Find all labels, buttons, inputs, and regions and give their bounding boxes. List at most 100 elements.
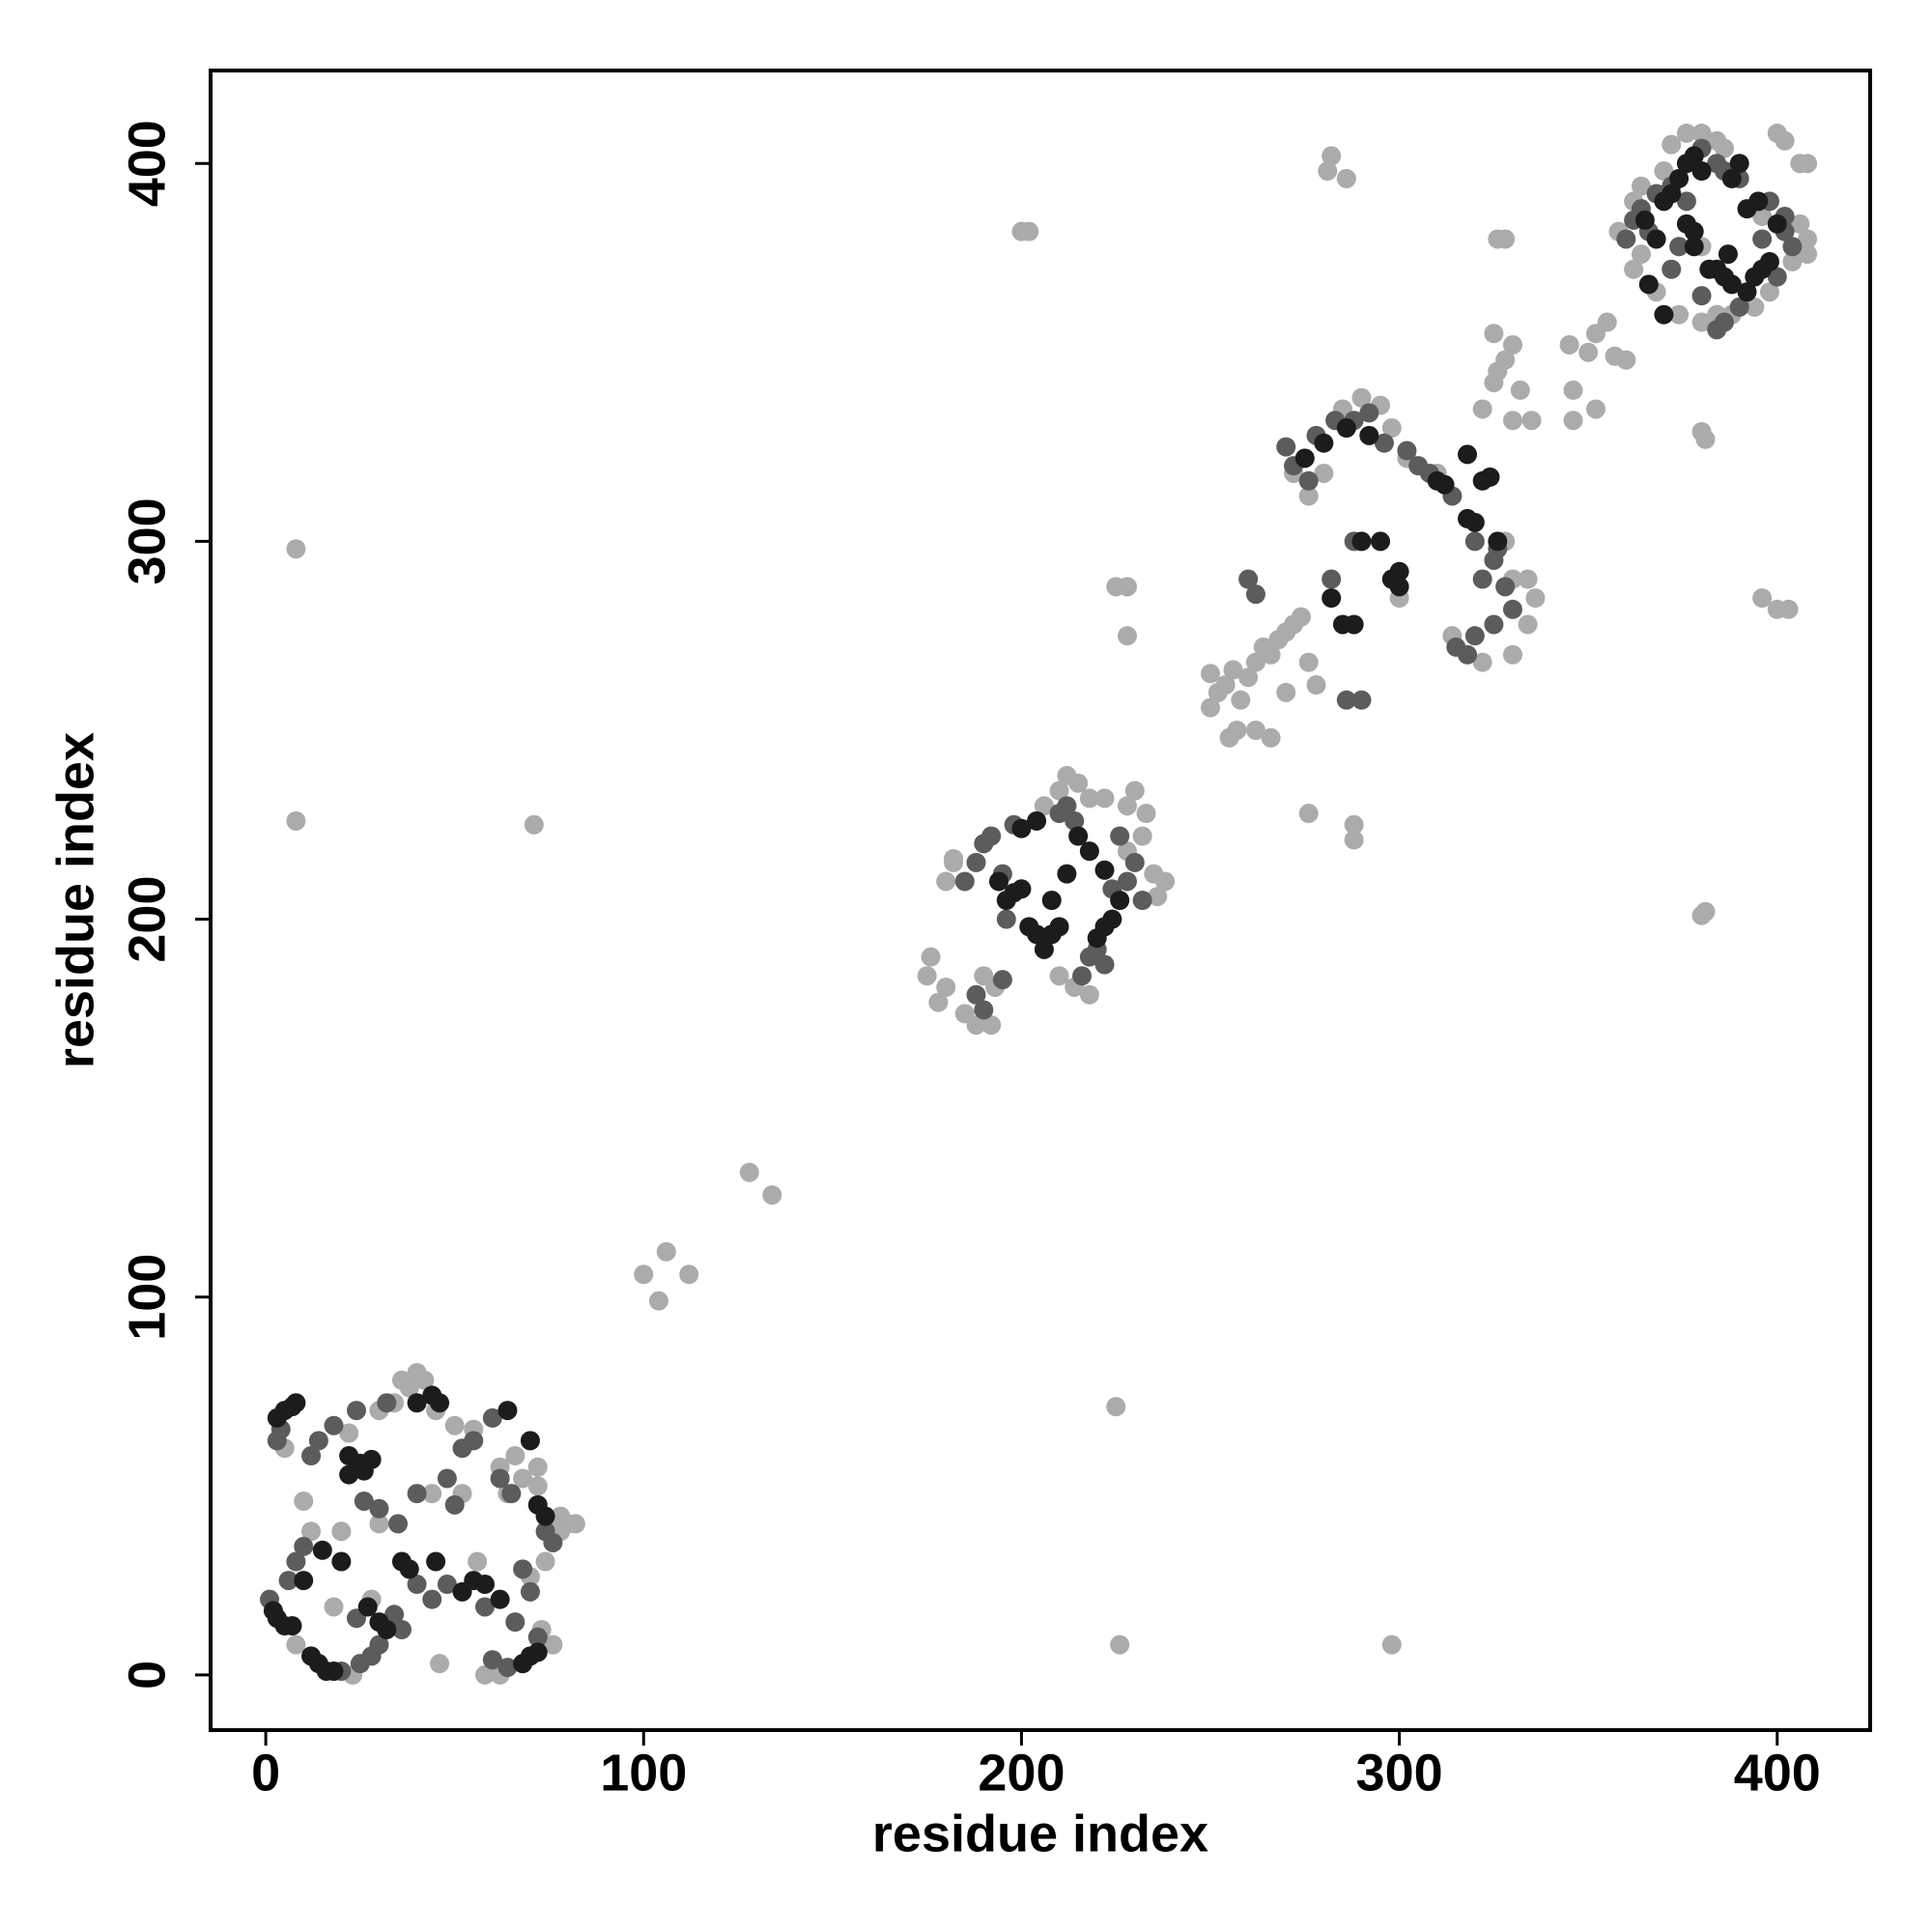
- point: [1079, 841, 1099, 862]
- point: [301, 1446, 322, 1466]
- point: [1638, 274, 1659, 295]
- point: [1778, 599, 1799, 619]
- point: [490, 1468, 510, 1489]
- point: [1110, 891, 1130, 910]
- point: [1525, 588, 1546, 609]
- point: [1521, 411, 1542, 431]
- point: [1691, 421, 1712, 441]
- point: [527, 1457, 548, 1477]
- point: [1351, 690, 1372, 710]
- point: [1065, 810, 1085, 831]
- point: [1227, 720, 1247, 740]
- point: [527, 1642, 548, 1662]
- point: [1261, 727, 1281, 748]
- point: [1344, 830, 1364, 850]
- point: [437, 1575, 457, 1595]
- point: [1336, 690, 1356, 710]
- point: [1752, 229, 1773, 249]
- point: [1011, 879, 1032, 899]
- point: [1563, 380, 1583, 400]
- point: [369, 1514, 389, 1534]
- point: [286, 1551, 306, 1572]
- point: [286, 539, 306, 559]
- point: [301, 1521, 322, 1542]
- point: [1245, 584, 1265, 605]
- point: [1124, 852, 1145, 872]
- point: [1389, 577, 1409, 597]
- point: [1782, 237, 1803, 257]
- point: [1223, 660, 1243, 680]
- point: [407, 1575, 427, 1595]
- point: [1351, 387, 1372, 408]
- point: [1495, 577, 1516, 597]
- point: [944, 848, 964, 868]
- point: [917, 966, 937, 986]
- point: [1502, 411, 1522, 431]
- point: [1782, 251, 1803, 271]
- point: [1011, 818, 1032, 838]
- point: [331, 1551, 352, 1572]
- y-tick-label: 300: [118, 497, 176, 584]
- point: [294, 1536, 314, 1556]
- point: [1371, 531, 1391, 552]
- point: [1079, 984, 1099, 1005]
- point: [1472, 399, 1492, 419]
- point: [1616, 229, 1636, 249]
- point: [954, 871, 975, 892]
- point: [278, 1571, 298, 1591]
- point: [543, 1634, 563, 1655]
- point: [1117, 871, 1137, 892]
- x-tick-label: 300: [1356, 1744, 1443, 1802]
- point: [1502, 334, 1522, 355]
- point: [384, 1605, 405, 1625]
- point: [1110, 1634, 1130, 1655]
- point: [1605, 346, 1625, 366]
- x-tick-label: 400: [1734, 1744, 1821, 1802]
- point: [1718, 244, 1738, 265]
- point: [474, 1597, 495, 1617]
- point: [1298, 486, 1319, 506]
- point: [1238, 668, 1259, 688]
- point: [1291, 607, 1311, 627]
- point: [1721, 168, 1742, 188]
- point: [996, 909, 1016, 929]
- point: [1106, 577, 1126, 597]
- point: [357, 1597, 378, 1617]
- point: [1662, 184, 1682, 204]
- point: [1049, 917, 1069, 937]
- point: [1502, 599, 1522, 619]
- point: [1464, 626, 1485, 646]
- point: [1759, 282, 1779, 302]
- point: [474, 1664, 495, 1685]
- point: [474, 1575, 495, 1595]
- point: [501, 1484, 522, 1504]
- point: [739, 1162, 759, 1182]
- point: [1389, 561, 1409, 582]
- point: [966, 852, 986, 872]
- point: [294, 1571, 314, 1591]
- point: [1759, 251, 1779, 271]
- point: [1578, 342, 1599, 362]
- point: [1344, 614, 1364, 635]
- plot-frame: [209, 69, 1872, 1732]
- point: [1019, 221, 1039, 242]
- point: [1117, 626, 1137, 646]
- point: [1654, 161, 1674, 182]
- point: [294, 1491, 314, 1511]
- point: [414, 1370, 435, 1390]
- point: [966, 984, 986, 1005]
- point: [1646, 229, 1666, 249]
- point: [1518, 614, 1538, 635]
- point: [1336, 418, 1356, 439]
- point: [1767, 213, 1787, 234]
- point: [1034, 939, 1054, 959]
- point: [482, 1650, 502, 1670]
- point: [1458, 444, 1478, 465]
- point: [1261, 644, 1281, 665]
- point: [1041, 891, 1062, 910]
- point: [1752, 588, 1773, 609]
- point: [1676, 191, 1696, 212]
- point: [1559, 334, 1579, 355]
- point: [1654, 304, 1674, 325]
